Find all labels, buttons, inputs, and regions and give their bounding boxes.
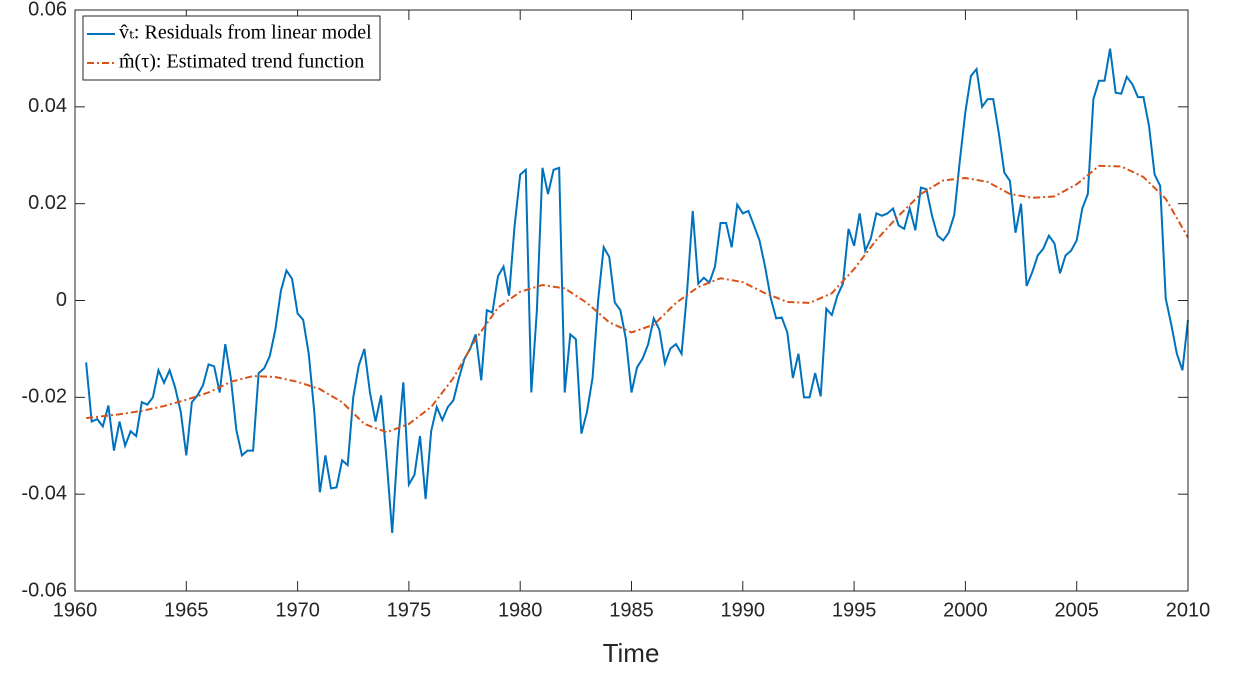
x-tick-label: 1990 [721, 599, 766, 621]
x-tick-label: 1970 [275, 599, 320, 621]
series-line [86, 164, 1189, 434]
x-tick-label: 2010 [1166, 599, 1211, 621]
x-tick-label: 2005 [1054, 599, 1099, 621]
x-tick-label: 1965 [164, 599, 209, 621]
plot-area [75, 10, 1188, 591]
y-tick-label: -0.04 [21, 482, 67, 504]
x-tick-label: 2000 [943, 599, 988, 621]
series-line [85, 48, 1189, 533]
x-tick-label: 1975 [387, 599, 432, 621]
legend-label: v̂ₜ: Residuals from linear model [119, 22, 372, 44]
plot-frame [74, 9, 1189, 592]
y-tick-label: -0.02 [21, 386, 67, 408]
x-tick-label: 1960 [53, 599, 98, 621]
x-tick-label: 1980 [498, 599, 543, 621]
y-tick-label: -0.06 [21, 579, 67, 601]
legend-label: m̂(τ): Estimated trend function [119, 51, 364, 73]
y-tick-label: 0.02 [28, 192, 67, 214]
y-tick-label: 0.04 [28, 95, 67, 117]
x-axis-label: Time [603, 638, 660, 668]
y-tick-label: 0 [56, 289, 67, 311]
y-tick-label: 0.06 [28, 0, 67, 20]
x-tick-label: 1985 [609, 599, 654, 621]
x-tick-label: 1995 [832, 599, 877, 621]
legend-box [82, 15, 381, 81]
